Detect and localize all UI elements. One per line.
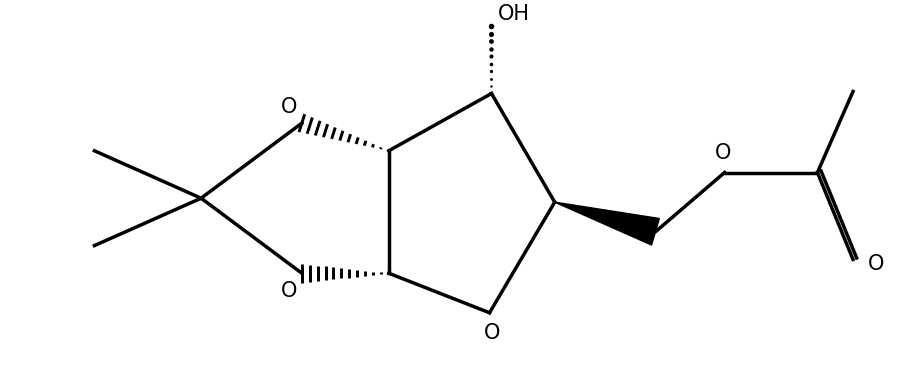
Text: O: O	[868, 254, 884, 275]
Polygon shape	[555, 202, 659, 245]
Text: O: O	[484, 323, 501, 343]
Text: O: O	[714, 142, 731, 163]
Text: OH: OH	[497, 4, 529, 24]
Text: O: O	[281, 281, 297, 301]
Text: O: O	[281, 97, 297, 117]
